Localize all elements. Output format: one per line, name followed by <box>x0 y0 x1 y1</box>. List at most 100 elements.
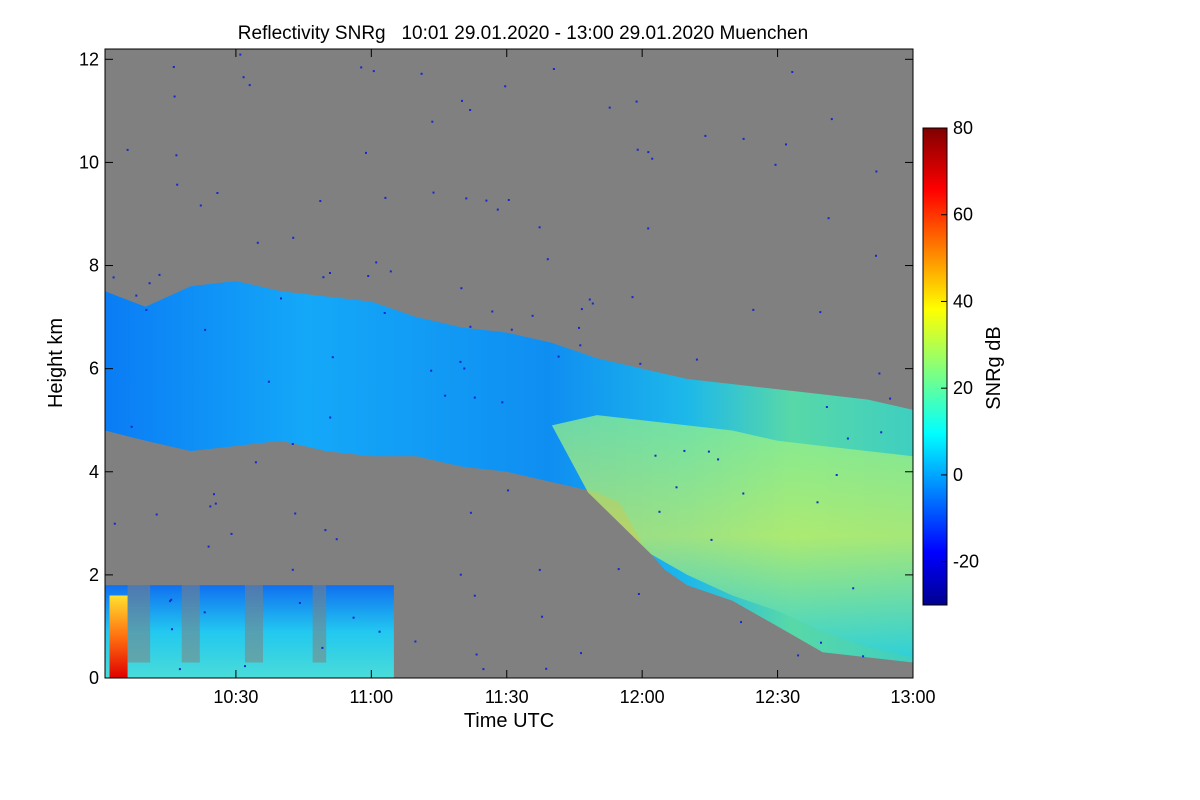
noise-speck <box>546 258 549 261</box>
noise-speck <box>889 397 892 400</box>
noise-speck <box>292 236 295 239</box>
low-layer-gap <box>312 580 327 663</box>
noise-speck <box>880 431 883 434</box>
noise-speck <box>710 538 713 541</box>
noise-speck <box>707 450 710 453</box>
noise-speck <box>175 154 178 157</box>
x-tick-label: 11:30 <box>485 687 529 707</box>
low-layer-gap <box>181 580 200 663</box>
plot-frame <box>104 48 914 679</box>
noise-speck <box>169 600 171 603</box>
noise-speck <box>389 270 392 273</box>
noise-speck <box>473 396 476 399</box>
x-tick-label: 11:00 <box>349 687 393 707</box>
colorbar-ticks: 80 60 40 20 0 -20 <box>941 118 979 572</box>
noise-speck <box>473 594 476 597</box>
noise-speck <box>155 513 158 516</box>
noise-speck <box>835 474 838 476</box>
colorbar-label: SNRg dB <box>983 326 1005 409</box>
x-axis-label: Time UTC <box>464 710 554 732</box>
noise-speck <box>541 615 544 618</box>
noise-speck <box>695 358 698 361</box>
noise-speck <box>178 668 181 671</box>
chart-title: Reflectivity SNRg 10:01 29.01.2020 - 13:… <box>238 23 808 44</box>
noise-speck <box>203 611 206 614</box>
noise-speck <box>367 275 370 277</box>
colorbar-tick-label: -20 <box>953 552 979 572</box>
noise-speck <box>461 99 463 102</box>
y-axis: 0 2 4 6 8 10 12 <box>79 49 913 688</box>
noise-speck <box>360 66 363 69</box>
noise-speck <box>608 106 611 109</box>
noise-speck <box>329 272 331 274</box>
noise-speck <box>291 443 294 445</box>
noise-speck <box>158 273 161 276</box>
noise-speck <box>207 545 210 548</box>
noise-speck <box>475 653 478 656</box>
low-layer-gap <box>244 580 263 663</box>
colorbar-tick-label: 20 <box>953 378 973 398</box>
noise-speck <box>816 501 819 504</box>
x-tick-label: 12:30 <box>755 687 800 707</box>
noise-speck <box>322 276 325 279</box>
noise-speck <box>637 593 640 595</box>
colorbar-tick-label: 60 <box>953 205 973 225</box>
colorbar-tick-label: 40 <box>953 291 973 311</box>
noise-speck <box>875 170 878 173</box>
x-axis: 10:30 11:00 11:30 12:00 12:30 13:00 <box>213 49 936 707</box>
noise-speck <box>631 296 634 299</box>
colorbar-tick-label: 80 <box>953 118 973 138</box>
noise-speck <box>469 109 472 111</box>
noise-speck <box>430 369 433 372</box>
noise-speck <box>878 372 881 375</box>
noise-speck <box>658 510 661 513</box>
noise-speck <box>591 302 594 305</box>
y-tick-label: 12 <box>79 49 99 69</box>
y-tick-label: 10 <box>79 152 99 172</box>
noise-speck <box>797 654 800 657</box>
noise-speck <box>375 261 378 264</box>
noise-speck <box>414 640 417 643</box>
noise-speck <box>329 416 332 419</box>
noise-speck <box>254 461 257 464</box>
noise-speck <box>465 197 468 200</box>
noise-speck <box>378 630 381 633</box>
noise-speck <box>460 287 463 290</box>
noise-speck <box>469 325 472 328</box>
colorbar-tick-label: 0 <box>953 465 963 485</box>
noise-speck <box>588 298 591 301</box>
noise-speck <box>654 454 657 457</box>
y-tick-label: 2 <box>89 565 99 585</box>
noise-speck <box>209 505 212 508</box>
noise-speck <box>204 328 207 331</box>
y-tick-label: 0 <box>89 668 99 688</box>
noise-speck <box>444 394 447 397</box>
noise-speck <box>420 72 423 75</box>
noise-speck <box>213 493 215 496</box>
noise-specks <box>112 53 892 671</box>
noise-speck <box>504 85 507 88</box>
noise-speck <box>230 532 233 535</box>
noise-speck <box>862 655 865 658</box>
noise-speck <box>752 308 755 311</box>
x-tick-label: 12:00 <box>620 687 665 707</box>
noise-speck <box>383 312 386 314</box>
plot-area <box>104 48 914 679</box>
noise-speck <box>827 217 830 220</box>
noise-speck <box>580 308 583 311</box>
noise-speck <box>538 226 541 229</box>
noise-speck <box>176 183 179 186</box>
noise-speck <box>617 568 620 571</box>
colorbar: 80 60 40 20 0 -20 SNRg dB <box>922 118 1005 606</box>
noise-speck <box>482 668 485 671</box>
noise-speck <box>459 573 462 576</box>
precipitation-fallstreak <box>551 415 913 658</box>
surface-hotspot <box>109 595 128 678</box>
noise-speck <box>717 458 720 461</box>
noise-speck <box>675 486 678 489</box>
noise-speck <box>580 652 582 655</box>
y-tick-label: 4 <box>89 462 99 482</box>
noise-speck <box>507 489 510 492</box>
noise-speck <box>469 511 472 514</box>
